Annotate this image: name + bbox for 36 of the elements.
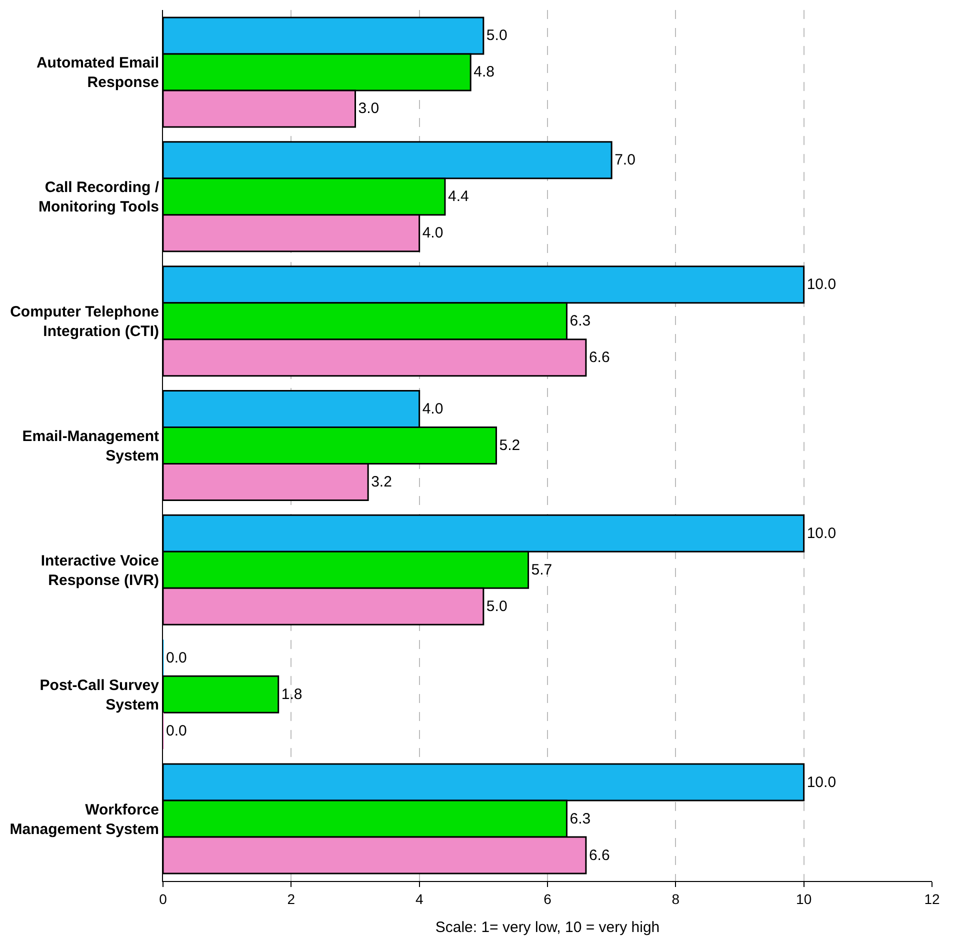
- y-tick-label: Post-Call Survey System: [40, 676, 160, 714]
- data-label: 0.0: [166, 649, 187, 666]
- data-label: 4.4: [448, 188, 469, 206]
- x-tick-label: 6: [544, 890, 552, 907]
- data-label: 0.0: [166, 722, 187, 740]
- data-label: 5.0: [486, 598, 508, 615]
- data-label: 7.0: [614, 152, 636, 169]
- data-label: 5.2: [499, 437, 520, 454]
- y-tick-label: Email-Management System: [22, 428, 159, 464]
- y-tick-label: Interactive Voice Response (IVR): [40, 552, 159, 589]
- data-label: 10.0: [806, 524, 836, 542]
- data-label: 6.6: [588, 349, 610, 366]
- data-label: 4.0: [422, 400, 444, 418]
- data-label: 10.0: [806, 276, 836, 294]
- data-label: 3.2: [371, 474, 392, 490]
- data-label: 4.8: [474, 64, 494, 81]
- x-tick-label: 2: [287, 890, 296, 907]
- data-label: 6.3: [570, 810, 591, 828]
- y-tick-label: Computer Telephone Integration (CTI): [10, 304, 159, 340]
- x-tick-label: 8: [672, 890, 680, 907]
- data-label: 6.3: [570, 312, 591, 330]
- y-tick-label: Call Recording / Monitoring Tools: [38, 179, 160, 216]
- data-label: 3.0: [358, 100, 380, 118]
- y-tick-label: Automated Email Response: [36, 54, 159, 92]
- data-label: 5.0: [486, 27, 508, 44]
- data-label: 4.0: [422, 224, 444, 242]
- x-tick-label: 12: [924, 890, 940, 907]
- data-label: 5.7: [531, 561, 552, 578]
- x-axis-title: Scale: 1= very low, 10 = very high: [435, 918, 660, 936]
- x-tick-label: 10: [796, 890, 812, 907]
- x-tick-label: 4: [415, 890, 424, 907]
- y-tick-label: Workforce Management System: [10, 801, 159, 838]
- data-label: 1.8: [281, 686, 302, 703]
- data-label: 6.6: [588, 846, 610, 864]
- x-tick-label: 0: [159, 890, 168, 907]
- data-label: 10.0: [806, 774, 836, 791]
